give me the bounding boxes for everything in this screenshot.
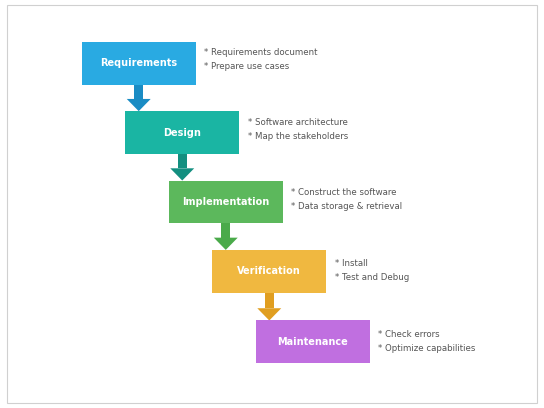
Text: * Construct the software
* Data storage & retrieval: * Construct the software * Data storage … <box>291 188 402 211</box>
Text: * Software architecture
* Map the stakeholders: * Software architecture * Map the stakeh… <box>248 118 348 141</box>
FancyBboxPatch shape <box>82 42 196 85</box>
FancyBboxPatch shape <box>178 154 187 168</box>
FancyBboxPatch shape <box>134 85 143 99</box>
Polygon shape <box>257 308 281 321</box>
Polygon shape <box>214 237 238 250</box>
Text: Requirements: Requirements <box>100 58 177 68</box>
Text: * Install
* Test and Debug: * Install * Test and Debug <box>335 259 409 282</box>
Text: Design: Design <box>163 128 201 137</box>
Polygon shape <box>170 168 194 180</box>
FancyBboxPatch shape <box>256 321 370 363</box>
Text: * Check errors
* Optimize capabilities: * Check errors * Optimize capabilities <box>378 330 475 353</box>
Text: Maintenance: Maintenance <box>277 337 348 347</box>
Text: Verification: Verification <box>237 266 301 276</box>
FancyBboxPatch shape <box>125 111 239 154</box>
FancyBboxPatch shape <box>212 250 326 293</box>
FancyBboxPatch shape <box>169 180 283 224</box>
Polygon shape <box>127 99 151 111</box>
Text: * Requirements document
* Prepare use cases: * Requirements document * Prepare use ca… <box>204 48 318 71</box>
FancyBboxPatch shape <box>265 293 274 308</box>
Text: Implementation: Implementation <box>182 197 269 207</box>
FancyBboxPatch shape <box>221 224 230 237</box>
